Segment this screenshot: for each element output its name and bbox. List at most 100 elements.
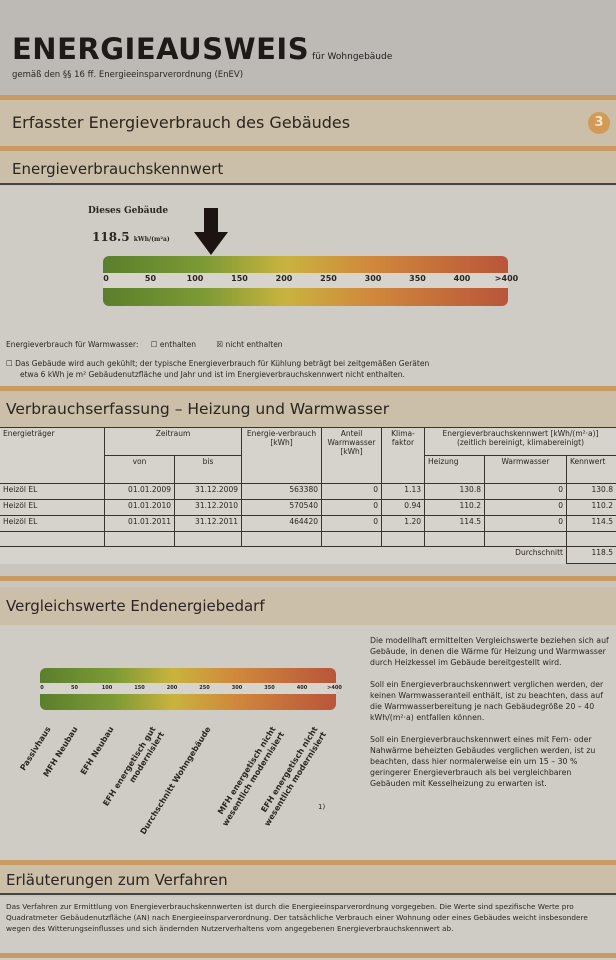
consumption-table: Energieträger Zeitraum Energie-verbrauch… (0, 427, 616, 564)
table-cell: 114.5 (424, 515, 485, 532)
table-cell: Heizöl EL (0, 499, 105, 516)
cooling-note-line2: etwa 6 kWh je m² Gebäudenutzfläche und J… (20, 370, 405, 379)
table-cell: 0 (484, 483, 567, 500)
table-cell: 31.12.2010 (174, 499, 242, 516)
col-verbrauch: Energie-verbrauch [kWh] (241, 427, 322, 484)
scale-tick: 100 (101, 685, 113, 691)
table-cell: 0 (484, 515, 567, 532)
vergleich-text: Die modellhaft ermittelten Vergleichswer… (370, 635, 612, 789)
divider (0, 146, 616, 151)
table-row: Heizöl EL 01.01.2009 31.12.2009 563380 0 1.13… (0, 483, 616, 500)
col-kennwert-group: Energieverbrauchskennwert [kWh/(m²·a)] (… (424, 427, 616, 456)
table-cell: 570540 (241, 499, 322, 516)
arrow-down-icon (194, 208, 229, 255)
scale-tick: >400 (494, 274, 519, 283)
col-anteil: Anteil Warmwasser [kWh] (321, 427, 382, 484)
vergleich-scale (40, 668, 336, 710)
paragraph: Soll ein Energieverbrauchskennwert vergl… (370, 680, 604, 722)
building-value: 118.5 kWh/(m²a) (92, 230, 170, 244)
scale-tick: 350 (409, 274, 426, 283)
table-cell: 0 (321, 483, 382, 500)
divider (0, 95, 616, 100)
scale-tick: 400 (296, 685, 308, 691)
building-label: Dieses Gebäude (88, 206, 169, 216)
divider (0, 860, 616, 865)
section-header: Erfasster Energieverbrauch des Gebäudes (0, 100, 616, 146)
scale-tick: 50 (144, 274, 157, 283)
page-badge: 3 (588, 112, 610, 134)
table-cell: 114.5 (566, 515, 616, 532)
scale-tick: 0 (40, 685, 44, 691)
scale-tick: 0 (103, 274, 109, 283)
checkbox-cooling[interactable]: ☐ (6, 359, 13, 368)
kennwert-scale (103, 256, 508, 306)
verbrauch-header: Verbrauchserfassung – Heizung und Warmwa… (0, 391, 616, 427)
table-cell: 464420 (241, 515, 322, 532)
table-cell: 01.01.2010 (104, 499, 175, 516)
table-cell: 0 (321, 515, 382, 532)
kennwert-header: Energieverbrauchskennwert (0, 151, 616, 185)
divider (0, 386, 616, 391)
section-title: Erfasster Energieverbrauch des Gebäudes (12, 113, 351, 132)
checkbox-enthalten[interactable]: ☐ enthalten (150, 340, 196, 349)
option-label: enthalten (159, 340, 196, 349)
col-zeitraum: Zeitraum (104, 427, 242, 456)
erlaeuterungen-text: Das Verfahren zur Ermittlung von Energie… (6, 902, 588, 933)
scale-tick: 100 (186, 274, 204, 283)
warmwater-label: Energieverbrauch für Warmwasser: (6, 340, 139, 349)
divider (0, 576, 616, 581)
value-number: 118.5 (92, 230, 130, 244)
kennwert-title: Energieverbrauchskennwert (12, 160, 224, 178)
kennwert-area: Dieses Gebäude 118.5 kWh/(m²a) 0 50 100 150… (0, 186, 616, 386)
table-cell: 563380 (241, 483, 322, 500)
table-cell: 0.94 (381, 499, 425, 516)
scale-tick: 300 (231, 685, 243, 691)
scale-tick: 400 (453, 274, 471, 283)
scale-tick: >400 (327, 685, 342, 691)
vergleich-area: 0 50 100 150 200 250 300 350 400 >400 Passivhaus M… (0, 625, 616, 862)
scale-tick: 350 (264, 685, 275, 691)
table-cell: 31.12.2009 (174, 483, 242, 500)
table-cell: 110.2 (566, 499, 616, 516)
table-row: Heizöl EL 01.01.2011 31.12.2011 464420 0 1.20… (0, 515, 616, 532)
table-cell: 0 (484, 499, 567, 516)
footnote: 1) (318, 803, 326, 811)
col-klima: Klima-faktor (381, 427, 425, 484)
col-kennwert: Kennwert (566, 455, 616, 484)
comparison-label: EFH energetisch gut modernisiert (101, 725, 167, 808)
table-cell: 31.12.2011 (174, 515, 242, 532)
erlaeuterungen-title: Erläuterungen zum Verfahren (6, 871, 228, 889)
document-subtitle: gemäß den §§ 16 ff. Energieeinsparverord… (12, 70, 244, 80)
table-cell: 130.8 (566, 483, 616, 500)
col-bis: bis (174, 455, 242, 484)
paragraph: Soll ein Energieverbrauchskennwert eines… (370, 735, 596, 788)
value-unit: kWh/(m²a) (133, 236, 170, 243)
vergleich-title: Vergleichswerte Endenergiebedarf (6, 597, 265, 615)
option-label: nicht enthalten (225, 340, 283, 349)
cooling-note-line1: Das Gebäude wird auch gekühlt; der typis… (15, 359, 430, 368)
document-header (0, 0, 616, 95)
average-value: 118.5 (566, 546, 616, 564)
title-suffix: für Wohngebäude (312, 52, 393, 62)
scale-tick: 250 (199, 685, 210, 691)
table-cell: Heizöl EL (0, 515, 105, 532)
warmwater-row: Energieverbrauch für Warmwasser: ☐ entha… (6, 340, 283, 349)
col-heizung: Heizung (424, 455, 485, 484)
table-cell: 01.01.2011 (104, 515, 175, 532)
cooling-note: ☐ Das Gebäude wird auch gekühlt; der typ… (6, 358, 429, 380)
table-cell: Heizöl EL (0, 483, 105, 500)
checkbox-nicht-enthalten[interactable]: ☒ nicht enthalten (216, 340, 283, 349)
scale-tick: 250 (320, 274, 337, 283)
paragraph: Die modellhaft ermittelten Vergleichswer… (370, 636, 609, 667)
scale-tick: 50 (71, 685, 78, 691)
col-energietraeger: Energieträger (0, 427, 105, 484)
table-cell: 1.20 (381, 515, 425, 532)
document-title: ENERGIEAUSWEIS für Wohngebäude (12, 32, 392, 66)
scale-tick-row (40, 683, 336, 694)
scale-tick-row (103, 273, 508, 288)
table-row: Heizöl EL 01.01.2010 31.12.2010 570540 0 0.94… (0, 499, 616, 516)
table-cell: 1.13 (381, 483, 425, 500)
vergleich-header: Vergleichswerte Endenergiebedarf (0, 587, 616, 625)
table-cell: 0 (321, 499, 382, 516)
erlaeuterungen-area: Das Verfahren zur Ermittlung von Energie… (0, 897, 616, 960)
